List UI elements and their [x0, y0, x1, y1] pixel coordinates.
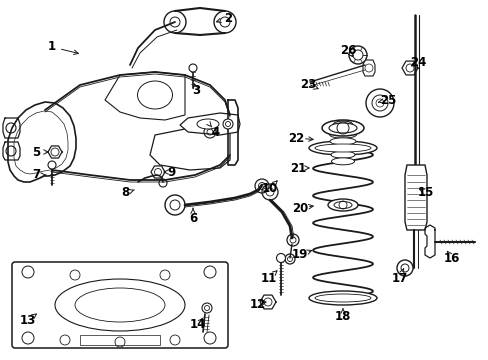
Text: 4: 4 — [211, 126, 220, 139]
Ellipse shape — [330, 144, 355, 152]
Text: 2: 2 — [224, 12, 232, 24]
Ellipse shape — [333, 202, 351, 208]
Text: 14: 14 — [189, 319, 206, 332]
Circle shape — [48, 161, 56, 169]
Circle shape — [365, 89, 393, 117]
Text: 21: 21 — [289, 162, 305, 175]
Text: 7: 7 — [32, 168, 40, 181]
Text: 11: 11 — [260, 271, 277, 284]
Ellipse shape — [314, 144, 370, 152]
Text: 23: 23 — [299, 78, 315, 91]
Ellipse shape — [329, 131, 356, 138]
Polygon shape — [8, 102, 76, 182]
Text: 9: 9 — [167, 166, 176, 179]
Text: 17: 17 — [391, 271, 407, 284]
Ellipse shape — [329, 138, 355, 145]
Ellipse shape — [331, 158, 354, 165]
Ellipse shape — [327, 199, 357, 211]
Text: 16: 16 — [443, 252, 459, 265]
Text: 26: 26 — [339, 44, 355, 57]
Circle shape — [396, 260, 412, 276]
Text: 6: 6 — [188, 211, 197, 225]
Ellipse shape — [75, 288, 164, 322]
Circle shape — [348, 46, 366, 64]
Ellipse shape — [55, 279, 184, 331]
Text: 12: 12 — [249, 297, 265, 310]
Text: 22: 22 — [287, 131, 304, 144]
Ellipse shape — [308, 141, 376, 155]
Text: 24: 24 — [409, 55, 426, 68]
Ellipse shape — [314, 294, 370, 302]
FancyBboxPatch shape — [12, 262, 227, 348]
Text: 13: 13 — [20, 314, 36, 327]
Text: 18: 18 — [334, 310, 350, 323]
Polygon shape — [180, 113, 240, 135]
Polygon shape — [150, 125, 229, 170]
Ellipse shape — [328, 125, 356, 131]
Ellipse shape — [197, 119, 219, 129]
Circle shape — [189, 64, 197, 72]
Text: 25: 25 — [379, 94, 395, 107]
Text: 20: 20 — [291, 202, 307, 215]
Ellipse shape — [328, 123, 356, 133]
Text: 1: 1 — [48, 40, 56, 54]
Circle shape — [223, 119, 232, 129]
Polygon shape — [105, 72, 184, 120]
Circle shape — [276, 253, 285, 262]
Polygon shape — [80, 335, 160, 345]
Ellipse shape — [308, 291, 376, 305]
Circle shape — [371, 95, 387, 111]
Text: 5: 5 — [32, 145, 40, 158]
Text: 8: 8 — [121, 186, 129, 199]
Text: 19: 19 — [291, 248, 307, 261]
Polygon shape — [404, 165, 426, 230]
Ellipse shape — [330, 151, 354, 158]
Circle shape — [202, 303, 212, 313]
Ellipse shape — [137, 81, 172, 109]
Ellipse shape — [332, 121, 352, 129]
Text: 15: 15 — [417, 185, 433, 198]
Text: 3: 3 — [192, 84, 200, 96]
Ellipse shape — [321, 120, 363, 136]
Text: 10: 10 — [262, 181, 278, 194]
